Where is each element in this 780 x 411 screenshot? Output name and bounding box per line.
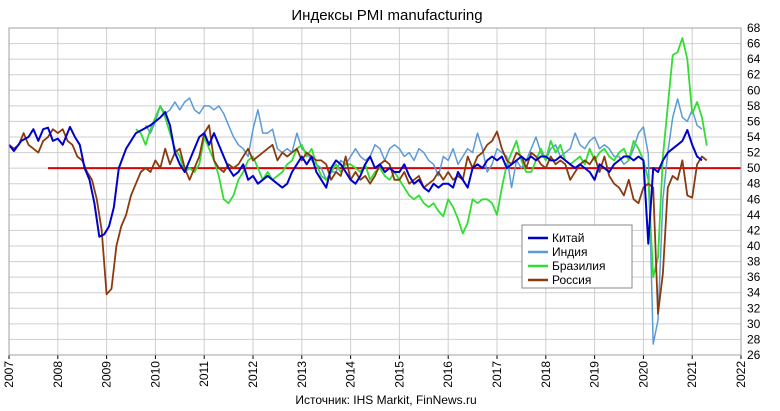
y-tick-label: 42 (747, 223, 761, 237)
legend-label: Россия (552, 273, 591, 287)
y-tick-label: 58 (747, 99, 761, 113)
x-tick-label: 2018 (539, 361, 553, 388)
x-tick-label: 2014 (344, 361, 358, 388)
legend-label: Бразилия (552, 259, 606, 273)
x-tick-label: 2022 (734, 361, 748, 388)
x-tick-label: 2019 (588, 361, 602, 388)
y-tick-label: 54 (747, 130, 761, 144)
series-line-1 (8, 111, 703, 245)
x-tick-label: 2020 (636, 361, 650, 388)
series-line-3 (135, 37, 708, 279)
y-tick-label: 38 (747, 255, 761, 269)
x-tick-label: 2011 (197, 361, 211, 387)
legend-label: Индия (552, 245, 587, 259)
source-note: Источник: IHS Markit, FinNews.ru (295, 393, 476, 407)
y-tick-label: 62 (747, 68, 761, 82)
y-tick-label: 36 (747, 270, 761, 284)
x-tick-label: 2010 (148, 361, 162, 388)
x-tick-label: 2009 (100, 361, 114, 388)
y-tick-label: 34 (747, 286, 761, 300)
y-tick-label: 68 (747, 21, 761, 35)
y-tick-label: 52 (747, 146, 761, 160)
y-tick-label: 26 (747, 348, 761, 362)
y-tick-label: 44 (747, 208, 761, 222)
series-group (8, 37, 708, 345)
x-tick-label: 2021 (685, 361, 699, 388)
y-tick-label: 32 (747, 301, 761, 315)
x-tick-label: 2008 (51, 361, 65, 388)
plot-frame (8, 27, 742, 356)
legend-label: Китай (552, 231, 584, 245)
x-tick-label: 2017 (490, 361, 504, 388)
y-tick-label: 28 (747, 332, 761, 346)
series-line-4 (8, 124, 708, 315)
y-tick-label: 66 (747, 37, 761, 51)
y-tick-label: 46 (747, 192, 761, 206)
y-tick-label: 56 (747, 114, 761, 128)
y-tick-label: 50 (747, 161, 761, 175)
y-tick-label: 64 (747, 52, 761, 66)
y-tick-label: 48 (747, 177, 761, 191)
x-tick-label: 2016 (441, 361, 455, 388)
chart-title: Индексы PMI manufacturing (291, 7, 482, 24)
x-tick-label: 2013 (295, 361, 309, 388)
y-tick-label: 40 (747, 239, 761, 253)
x-tick-label: 2012 (246, 361, 260, 388)
legend-box (521, 224, 633, 289)
y-tick-label: 60 (747, 83, 761, 97)
x-tick-label: 2015 (392, 361, 406, 388)
series-line-2 (144, 97, 703, 345)
x-tick-label: 2007 (2, 361, 16, 388)
y-tick-label: 30 (747, 317, 761, 331)
